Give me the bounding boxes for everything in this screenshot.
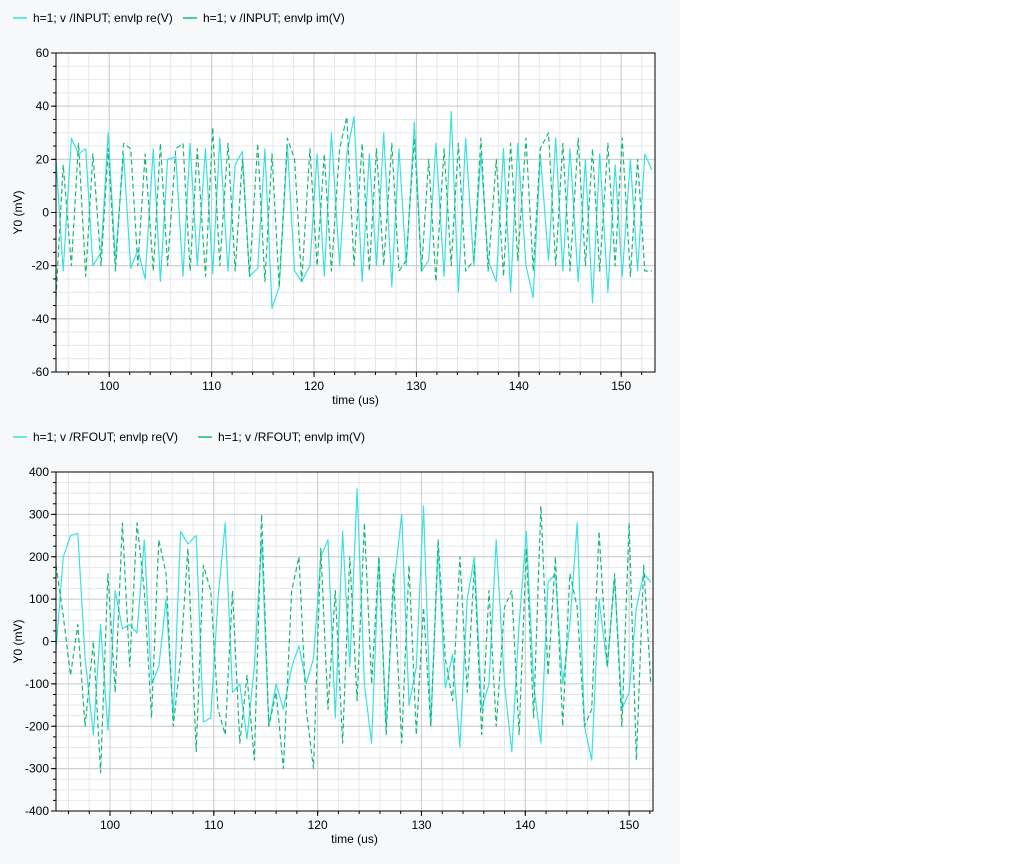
y-tick-label: -200 — [25, 719, 49, 733]
y-tick-label: -40 — [32, 312, 50, 326]
x-tick-label: 150 — [619, 818, 639, 832]
x-tick-label: 100 — [100, 818, 120, 832]
y-tick-label: 0 — [42, 206, 49, 220]
y-tick-label: -400 — [25, 804, 49, 818]
chart-2: -400 -300 -200 -100 0 100 200 300 400 100 110 120 13… — [11, 430, 654, 846]
series-line-re — [55, 110, 653, 309]
legend-entry: h=1; v /INPUT; envlp re(V) — [33, 11, 173, 25]
waveform-figure: -60 -40 -20 0 20 40 60 100 110 120 130 140 150 time (… — [11, 11, 656, 846]
series-line-im — [55, 505, 652, 774]
x-tick-label: 130 — [406, 379, 426, 393]
series-line-re — [55, 488, 652, 761]
x-tick-label: 130 — [411, 818, 431, 832]
x-tick-label: 150 — [611, 379, 631, 393]
y-tick-label: 0 — [42, 635, 49, 649]
series-line-im — [55, 116, 652, 298]
legend-entry: h=1; v /RFOUT; envlp im(V) — [218, 430, 365, 444]
y-tick-label: 100 — [29, 592, 49, 606]
x-tick-label: 110 — [202, 379, 221, 393]
legend-entry: h=1; v /INPUT; envlp im(V) — [203, 11, 345, 25]
y-tick-label: 60 — [36, 46, 50, 60]
y-tick-label: -60 — [32, 365, 50, 379]
y-axis-label: Y0 (mV) — [11, 190, 25, 234]
y-tick-label: -100 — [25, 677, 49, 691]
x-tick-label: 120 — [308, 818, 328, 832]
x-axis-label: time (us) — [332, 393, 379, 407]
y-tick-label: 300 — [29, 507, 49, 521]
y-tick-label: -300 — [25, 762, 49, 776]
x-axis-label: time (us) — [331, 832, 378, 846]
chart-1: -60 -40 -20 0 20 40 60 100 110 120 130 140 150 time (… — [11, 11, 656, 407]
legend-entry: h=1; v /RFOUT; envlp re(V) — [33, 430, 178, 444]
x-tick-label: 110 — [204, 818, 223, 832]
y-tick-label: 40 — [36, 99, 50, 113]
y-tick-label: -20 — [32, 259, 50, 273]
x-tick-label: 140 — [515, 818, 535, 832]
x-tick-label: 140 — [509, 379, 529, 393]
y-tick-label: 400 — [29, 465, 49, 479]
x-tick-label: 120 — [304, 379, 324, 393]
y-tick-label: 20 — [36, 152, 50, 166]
y-tick-label: 200 — [29, 550, 49, 564]
y-axis-label: Y0 (mV) — [11, 619, 25, 663]
x-tick-label: 100 — [99, 379, 119, 393]
